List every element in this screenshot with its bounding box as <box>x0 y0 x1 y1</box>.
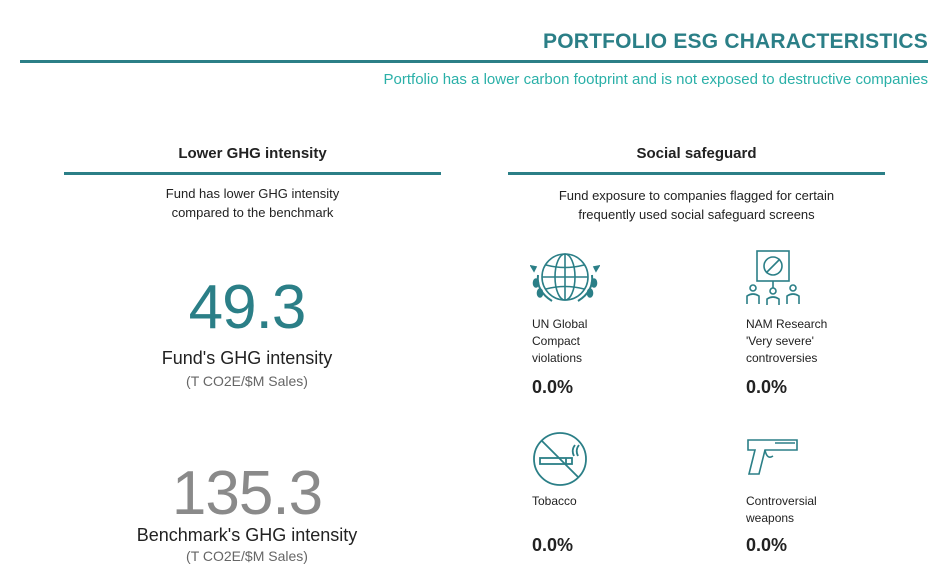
social-description: Fund exposure to companies flagged for c… <box>558 188 835 222</box>
tobacco-value: 0.0% <box>532 535 574 555</box>
header-divider <box>20 60 928 63</box>
social-section-divider <box>508 172 885 175</box>
pistol-icon <box>745 434 801 478</box>
fund-ghg-unit: (T CO2E/$M Sales) <box>186 373 308 389</box>
un-global-compact-value: 0.0% <box>532 377 574 397</box>
controversial-weapons-label: Controversial weapons <box>746 494 817 525</box>
page-title: PORTFOLIO ESG CHARACTERISTICS <box>543 30 928 53</box>
protest-sign-icon <box>743 248 805 308</box>
un-global-compact-label: UN Global Compact violations <box>532 317 588 365</box>
no-smoking-icon <box>530 430 590 490</box>
benchmark-ghg-value: 135.3 <box>171 459 323 528</box>
controversial-weapons-value: 0.0% <box>746 535 788 555</box>
nam-research-value: 0.0% <box>746 377 788 397</box>
benchmark-ghg-unit: (T CO2E/$M Sales) <box>186 548 308 564</box>
ghg-section-title: Lower GHG intensity <box>178 145 327 162</box>
page-subtitle: Portfolio has a lower carbon footprint a… <box>383 71 928 88</box>
social-section-title: Social safeguard <box>636 145 757 162</box>
benchmark-ghg-label: Benchmark's GHG intensity <box>136 525 358 545</box>
nam-research-label: NAM Research 'Very severe' controversies <box>746 317 828 365</box>
ghg-description: Fund has lower GHG intensity compared to… <box>165 186 340 220</box>
fund-ghg-value: 49.3 <box>188 273 307 342</box>
tobacco-label: Tobacco <box>532 494 577 508</box>
globe-laurel-icon <box>529 249 601 309</box>
fund-ghg-label: Fund's GHG intensity <box>161 348 333 368</box>
ghg-section-divider <box>64 172 441 175</box>
